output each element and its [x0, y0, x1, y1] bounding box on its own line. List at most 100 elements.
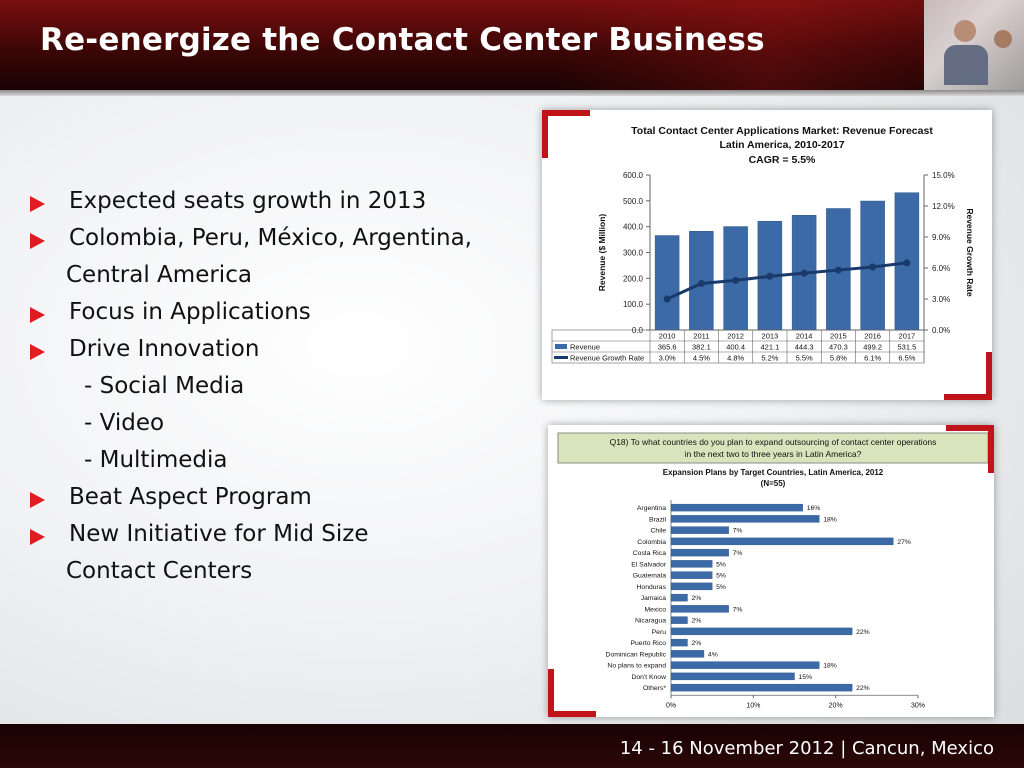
expansion-bar — [670, 605, 729, 613]
bar-value-label: 5% — [716, 584, 726, 591]
bullet-arrow-icon — [30, 196, 45, 212]
card-corner-accent — [548, 669, 554, 717]
bullet-arrow-icon — [30, 529, 45, 545]
y-tick-label: 0.0 — [632, 326, 644, 335]
category-label: Jamaica — [641, 595, 667, 602]
growth-rate-point — [663, 295, 671, 303]
card-corner-accent — [944, 394, 992, 400]
expansion-bar — [670, 627, 853, 636]
category-label: Others* — [643, 685, 666, 692]
chart-subtitle: (N=55) — [761, 479, 786, 488]
revenue-value-label: 470.3 — [829, 343, 848, 352]
card-corner-accent — [542, 110, 590, 116]
growth-rate-line — [666, 261, 908, 301]
expansion-bar — [670, 638, 688, 647]
bullet-text: Central America — [66, 262, 252, 288]
bullet-text: - Social Media — [84, 373, 245, 399]
revenue-value-label: 531.5 — [897, 343, 916, 352]
bullet-text: Focus in Applications — [69, 299, 311, 325]
y2-tick-label: 15.0% — [932, 171, 955, 180]
category-label: El Salvador — [631, 561, 666, 568]
category-label: Colombia — [637, 539, 666, 546]
footer-bar — [0, 724, 1024, 768]
bullet-text: Beat Aspect Program — [69, 484, 312, 510]
bullet-arrow-icon — [30, 492, 45, 508]
legend-growth-label: Revenue Growth Rate — [570, 354, 644, 363]
bar-value-label: 27% — [897, 539, 911, 546]
bar-value-label: 7% — [733, 606, 743, 613]
bullet-arrow-icon — [30, 233, 45, 249]
x-tick-label: 0% — [666, 702, 676, 709]
bar-value-label: 4% — [708, 651, 718, 658]
y2-tick-label: 12.0% — [932, 202, 955, 211]
x-tick-label: 2017 — [899, 332, 916, 341]
header-accent — [0, 0, 1024, 90]
expansion-chart: Q18) To what countries do you plan to ex… — [557, 432, 989, 709]
category-label: Chile — [651, 528, 667, 535]
growth-rate-point — [697, 280, 705, 287]
card-corner-accent — [988, 425, 994, 473]
y2-tick-label: 6.0% — [932, 264, 950, 273]
category-label: Mexico — [644, 606, 666, 613]
bar-value-label: 2% — [691, 595, 701, 602]
x-tick-label: 10% — [746, 702, 760, 709]
bar-value-label: 22% — [856, 685, 870, 692]
revenue-value-label: 400.4 — [726, 343, 745, 352]
y-tick-label: 100.0 — [623, 300, 644, 309]
revenue-value-label: 382.1 — [692, 343, 711, 352]
expansion-bar — [670, 537, 894, 546]
growth-value-label: 6.1% — [864, 354, 881, 363]
growth-rate-point — [732, 276, 740, 284]
slide-title: Re-energize the Contact Center Business — [40, 22, 765, 58]
category-label: Dominican Republic — [606, 651, 667, 658]
footer-event-info: 14 - 16 November 2012 | Cancun, Mexico — [619, 738, 994, 759]
x-tick-label: 20% — [829, 702, 843, 709]
bar-value-label: 5% — [716, 573, 726, 580]
revenue-value-label: 365.6 — [658, 343, 677, 352]
bullet-arrow-icon — [30, 344, 45, 360]
expansion-chart-card: Q18) To what countries do you plan to ex… — [548, 425, 994, 717]
bullet-text: - Video — [84, 410, 165, 436]
bar-value-label: 7% — [733, 550, 743, 557]
category-label: Don't Know — [631, 674, 666, 681]
bullet-text: - Multimedia — [84, 447, 228, 473]
question-text-line1: Q18) To what countries do you plan to ex… — [610, 437, 937, 447]
legend-revenue-swatch — [555, 344, 567, 349]
bar-value-label: 5% — [716, 561, 726, 568]
bullet-text: Contact Centers — [66, 558, 253, 584]
header-bar: Re-energize the Contact Center Business — [0, 0, 1024, 90]
category-label: Costa Rica — [633, 550, 666, 557]
growth-value-label: 5.5% — [796, 354, 813, 363]
photo-person-body — [944, 45, 988, 85]
expansion-bar — [670, 548, 729, 557]
growth-value-label: 5.8% — [830, 354, 847, 363]
growth-rate-point — [869, 263, 877, 271]
category-label: No plans to expand — [607, 663, 666, 670]
growth-rate-point — [766, 272, 774, 280]
card-corner-accent — [946, 425, 994, 431]
chart-cagr: CAGR = 5.5% — [749, 154, 816, 166]
chart-title: Total Contact Center Applications Market… — [631, 125, 933, 137]
expansion-bar — [670, 515, 820, 523]
bullet-text: New Initiative for Mid Size — [69, 521, 369, 547]
y-tick-label: 500.0 — [623, 197, 644, 206]
growth-rate-point — [834, 266, 842, 274]
y-tick-label: 200.0 — [623, 274, 644, 283]
y2-axis-label: Revenue Growth Rate — [965, 208, 975, 297]
y-tick-label: 400.0 — [623, 223, 644, 232]
category-label: Puerto Rico — [630, 640, 666, 647]
y-axis-label: Revenue ($ Million) — [597, 214, 607, 292]
x-tick-label: 2014 — [796, 332, 813, 341]
question-text-line2: in the next two to three years in Latin … — [685, 449, 862, 459]
expansion-bar — [670, 526, 729, 534]
photo-person-head-2 — [994, 30, 1012, 48]
card-corner-accent — [986, 352, 992, 400]
x-tick-label: 2011 — [693, 332, 709, 341]
y2-tick-label: 9.0% — [932, 233, 950, 242]
expansion-bar — [670, 582, 713, 591]
revenue-chart: Total Contact Center Applications Market… — [551, 125, 975, 364]
expansion-bar — [670, 661, 820, 669]
x-tick-label: 2015 — [830, 332, 847, 341]
x-tick-label: 30% — [911, 702, 925, 709]
revenue-value-label: 421.1 — [760, 343, 779, 352]
